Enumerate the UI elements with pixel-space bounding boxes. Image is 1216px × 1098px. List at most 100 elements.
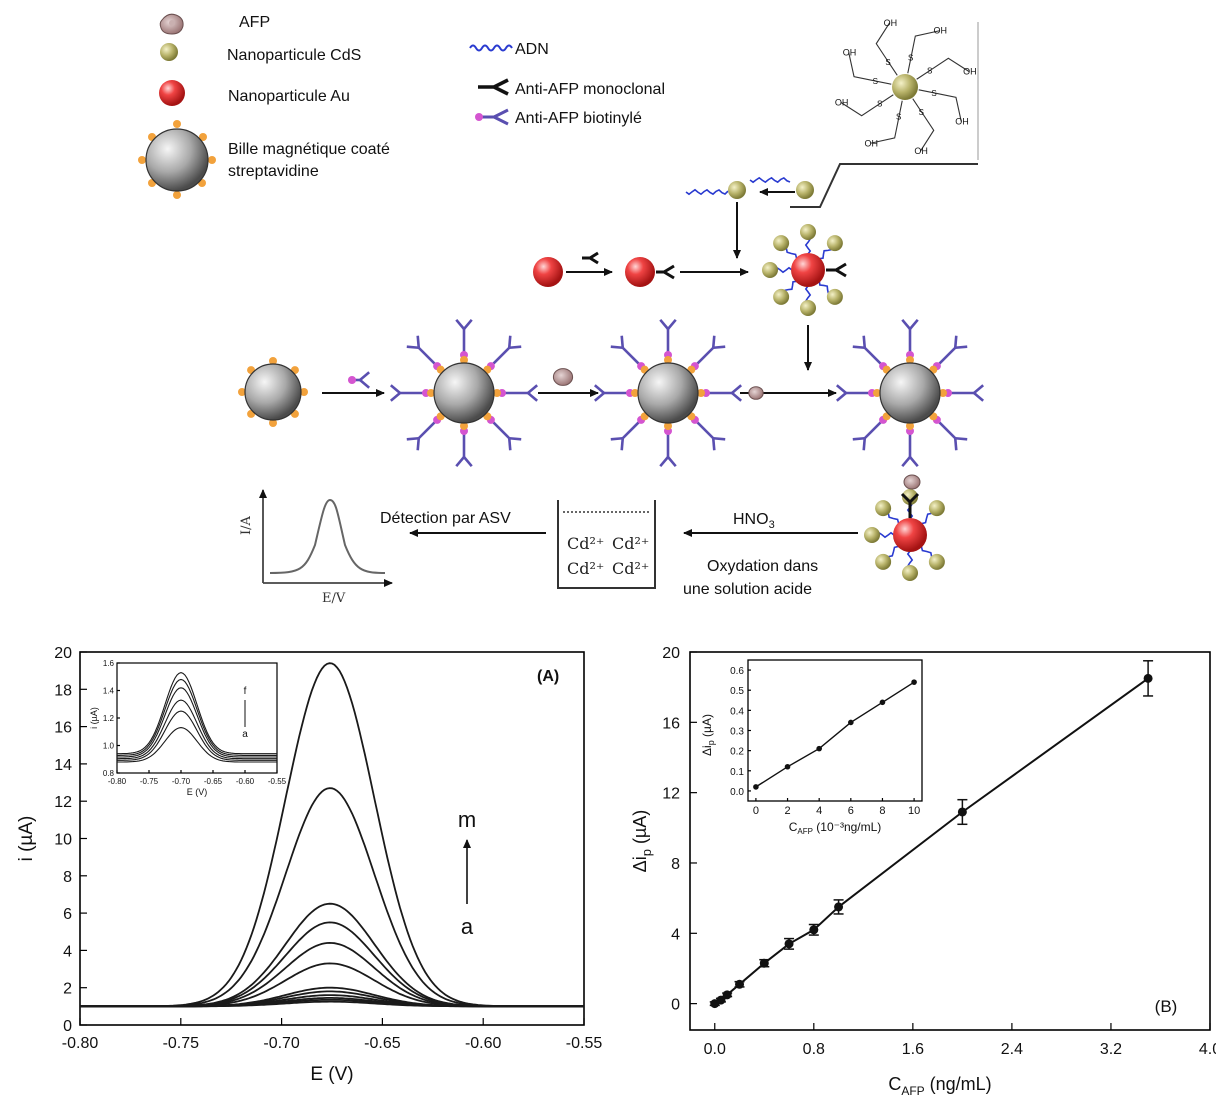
afp-icon (903, 474, 921, 490)
cds-nanoparticle (773, 235, 790, 252)
sulfur-label: S (908, 54, 913, 63)
inset-x-tick-label: -0.75 (140, 777, 159, 786)
antibody-arm (711, 335, 716, 348)
inset-curve (117, 678, 277, 756)
antibody-arm (659, 456, 669, 468)
antibody-arm (731, 384, 743, 394)
inset-curve (117, 687, 277, 758)
x-tick-label: -0.75 (163, 1035, 200, 1052)
assay-scheme (238, 176, 985, 581)
inset-y-tick-label: 1.2 (103, 714, 115, 723)
antibody-arm (909, 456, 919, 468)
y-tick-label: 20 (54, 645, 72, 662)
antibody-arm (862, 438, 867, 451)
antibody-arm (406, 345, 419, 350)
inset-y-tick-label: 0.8 (103, 769, 115, 778)
cds-carboxyl-molecule: S OH S OH S OH S OH S OH S OH S OH S OH (835, 18, 977, 156)
streptavidin-dot (427, 389, 435, 397)
x-tick-label: 1.6 (902, 1041, 924, 1058)
inset-y-axis-label: i (µA) (89, 707, 99, 729)
y-tick-label: 8 (671, 856, 680, 873)
antibody-arm (455, 456, 465, 468)
cds-nanoparticle-icon (160, 43, 178, 61)
dna-strand (887, 512, 900, 524)
dna-strand (804, 238, 812, 255)
antibody-arm (509, 436, 522, 441)
oxidation-label-2: une solution acide (683, 581, 812, 598)
molecule-bond (918, 89, 962, 122)
antibody-arm (973, 384, 985, 394)
data-point (759, 958, 769, 968)
series-order-bottom: a (461, 914, 474, 939)
antibody-arm (610, 345, 623, 350)
antibody-arm (711, 438, 716, 451)
molecule-bond (907, 30, 940, 74)
x-tick-label: 4.0 (1199, 1041, 1216, 1058)
cd-ion: Cd²⁺ (612, 534, 649, 553)
y-tick-label: 12 (662, 786, 680, 803)
dna-icon (469, 44, 513, 52)
x-tick-label: -0.70 (263, 1035, 300, 1052)
dna-strand (776, 266, 793, 274)
antibody-arm (463, 456, 473, 468)
inset-x-tick-label: 2 (784, 805, 790, 817)
inset-curve (117, 710, 277, 761)
antibody-arm (953, 438, 958, 451)
sulfur-label: S (931, 89, 936, 98)
inset-y-tick-label: 1.0 (103, 742, 115, 751)
inset-x-tick-label: 4 (816, 805, 822, 817)
cds-nanoparticle (928, 500, 945, 517)
antibody-arm (900, 492, 920, 504)
chart-panel-b: 0.00.81.62.43.24.0048121620CAFP (ng/mL)Δ… (630, 645, 1216, 1098)
inset-order-top: f (244, 686, 247, 697)
inset-data-point (816, 745, 822, 752)
molecule-bond (875, 22, 898, 76)
x-tick-label: -0.55 (566, 1035, 603, 1052)
inset-y-tick-label: 0.1 (730, 767, 744, 778)
hno3-label: HNO3 (733, 511, 775, 531)
data-point (784, 939, 794, 949)
legend-dna-label: ADN (515, 41, 549, 58)
x-tick-label: -0.60 (465, 1035, 502, 1052)
x-tick-label: 0.8 (803, 1041, 825, 1058)
detection-label: Détection par ASV (380, 510, 511, 527)
cds-nanoparticle (928, 553, 945, 570)
antibody-arm (359, 379, 371, 389)
legend-biotinylated-label: Anti-AFP biotinylé (515, 110, 642, 127)
streptavidin-dot (493, 389, 501, 397)
y-tick-label: 6 (63, 906, 72, 923)
data-point (722, 990, 732, 1000)
magnetic-bead-icon (138, 120, 216, 199)
y-tick-label: 16 (662, 715, 680, 732)
inset-curve (117, 672, 277, 755)
beaker: Cd²⁺ Cd²⁺ Cd²⁺ Cd²⁺ (557, 500, 656, 589)
antibody-arm (416, 335, 421, 348)
inset-data-point (848, 719, 854, 726)
dna-strand (819, 248, 832, 260)
cd-ion: Cd²⁺ (567, 559, 604, 578)
y-axis-label: Δip (µA) (630, 810, 654, 873)
dna-strand (887, 545, 899, 558)
antibody-arm (901, 456, 911, 468)
dna-strand (749, 176, 791, 184)
molecule-bond (916, 57, 970, 80)
hydroxyl-label: OH (843, 48, 857, 58)
antibody-arm (406, 436, 419, 441)
hydroxyl-label: OH (963, 67, 977, 77)
current-curve (80, 990, 584, 1008)
cds-nanoparticle (773, 288, 790, 305)
x-axis-label: CAFP (ng/mL) (888, 1074, 991, 1098)
inset-y-tick-label: 0.2 (730, 747, 744, 758)
streptavidin-dot (939, 389, 947, 397)
dna-strand (920, 546, 933, 558)
y-tick-label: 4 (671, 926, 680, 943)
panel-label: (A) (537, 668, 559, 685)
hydroxyl-label: OH (933, 26, 947, 36)
inset-data-point (784, 763, 791, 770)
antibody-arm (667, 456, 677, 468)
y-tick-label: 0 (671, 997, 680, 1014)
sulfur-label: S (873, 77, 878, 86)
cds-core (892, 74, 918, 100)
cds-nanoparticle (728, 181, 746, 199)
inset-y-tick-label: 0.3 (730, 727, 744, 738)
